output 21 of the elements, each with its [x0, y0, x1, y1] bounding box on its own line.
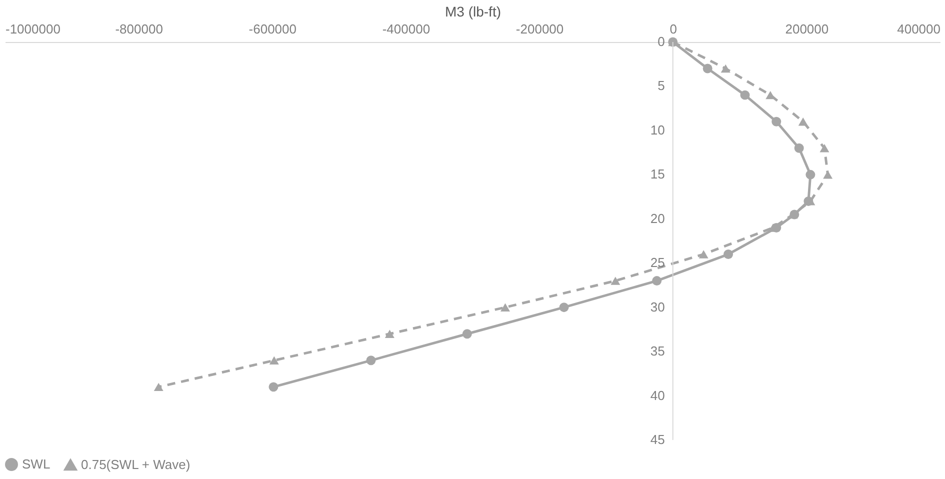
y-tick-label: 45 [650, 432, 665, 447]
y-tick-label: 0 [658, 34, 665, 49]
y-tick-label: 15 [650, 166, 665, 182]
x-tick-label: 400000 [897, 22, 940, 36]
legend-label: 0.75(SWL + Wave) [81, 456, 190, 472]
x-tick-label: 200000 [785, 22, 829, 36]
y-tick-label: 35 [650, 344, 665, 359]
x-tick-label: -1000000 [6, 22, 60, 36]
x-tick-label: 0 [670, 22, 677, 36]
y-tick-label: 20 [650, 210, 665, 226]
x-tick-label: -600000 [248, 22, 296, 36]
x-tick-label: -400000 [382, 22, 430, 36]
y-tick-label: 30 [650, 299, 665, 314]
y-tick-label: 5 [658, 78, 665, 94]
x-axis-title: M3 (lb-ft) [445, 4, 501, 20]
y-tick-label: 10 [650, 122, 665, 138]
y-tick-label: 40 [650, 388, 665, 403]
x-tick-label: -200000 [516, 22, 564, 36]
x-tick-label: -800000 [115, 22, 163, 36]
y-tick-label: 25 [650, 255, 665, 270]
legend-label: SWL [22, 456, 50, 472]
